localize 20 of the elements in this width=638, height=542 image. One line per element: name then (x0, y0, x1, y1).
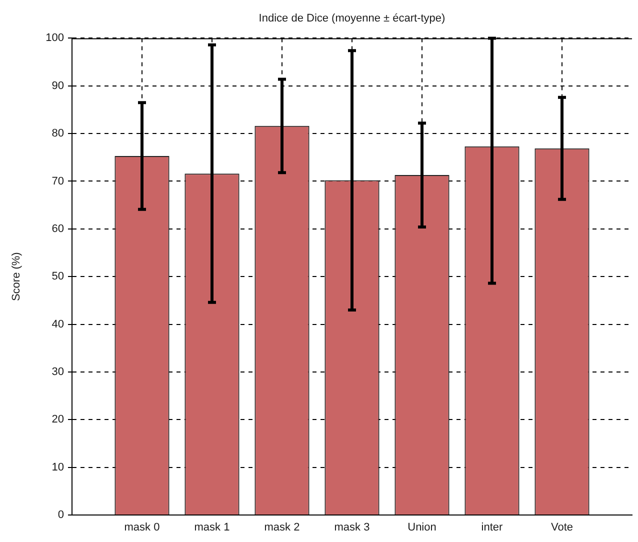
y-tick-label: 20 (52, 414, 64, 426)
y-tick-label: 10 (52, 461, 64, 474)
x-tick-label: mask 1 (194, 522, 230, 534)
y-axis-title: Score (%) (10, 252, 23, 302)
y-tick-label: 60 (52, 222, 64, 235)
y-tick-label: 50 (52, 270, 64, 283)
y-tick-label: 40 (52, 318, 64, 330)
x-tick-label: mask 0 (124, 522, 160, 534)
x-tick-label: mask 3 (334, 522, 370, 534)
x-tick-label: inter (481, 522, 504, 534)
chart-title: Indice de Dice (moyenne ± écart-type) (258, 12, 446, 25)
y-tick-label: 70 (52, 175, 64, 188)
y-tick-label: 30 (52, 366, 64, 378)
y-tick-label: 80 (52, 128, 64, 140)
x-tick-label: Union (408, 522, 436, 534)
y-tick-label: 0 (58, 509, 64, 522)
y-tick-label: 100 (46, 32, 64, 44)
x-tick-label: mask 2 (264, 522, 300, 534)
x-tick-label: Vote (550, 522, 574, 534)
y-tick-label: 90 (52, 80, 64, 92)
